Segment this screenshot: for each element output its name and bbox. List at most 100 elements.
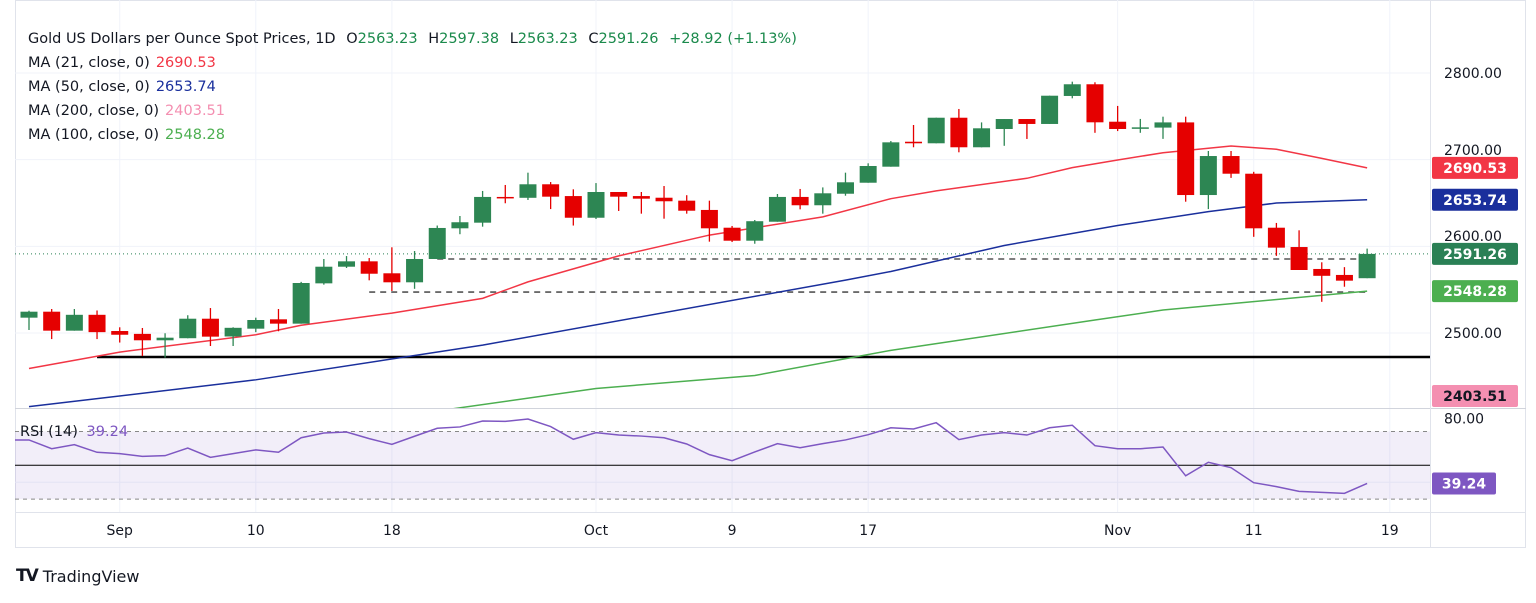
candle-body (315, 266, 333, 284)
ohlc-high: H2597.38 (428, 31, 499, 47)
candle (269, 309, 287, 332)
candle (746, 219, 764, 244)
candle (133, 327, 151, 356)
price-axis[interactable]: 2800.00 2700.00 2600.00 2500.00 80.00 (1444, 66, 1502, 428)
candle (406, 251, 424, 289)
candle-body (383, 273, 401, 283)
candle-body (1131, 127, 1149, 129)
candle-body (836, 182, 854, 194)
price-badge-bg (1432, 385, 1518, 407)
rsi-badge-bg (1432, 472, 1496, 495)
candle-body (496, 196, 514, 199)
candle-body (587, 191, 605, 218)
candle (1131, 118, 1149, 133)
rsi-line (15, 418, 1368, 495)
candle (519, 172, 537, 200)
candle (292, 281, 310, 324)
candle-body (451, 222, 469, 229)
candle (814, 187, 832, 214)
low-label: L (509, 31, 518, 47)
candle (1335, 267, 1353, 287)
candle (1290, 230, 1308, 271)
ma-value: 2690.53 (155, 55, 216, 71)
ma-label: MA (21, close, 0) (28, 55, 150, 71)
candle (1063, 81, 1081, 99)
symbol-legend: Gold US Dollars per Ounce Spot Prices, 1… (28, 28, 803, 50)
candle (1358, 248, 1376, 279)
tradingview-logo-icon: TV (16, 566, 39, 586)
price-badge: 2653.74 (1432, 188, 1518, 211)
time-tick-label: Nov (1104, 523, 1131, 539)
chart-border (15, 0, 1526, 548)
candle-body (156, 337, 174, 341)
candle (88, 310, 106, 340)
close-label: C (588, 31, 599, 47)
candle (496, 184, 514, 204)
tradingview-logo[interactable]: TV TradingView (16, 566, 139, 586)
symbol-title: Gold US Dollars per Ounce Spot Prices, 1… (28, 31, 336, 47)
candle (678, 195, 696, 214)
candle-body (247, 320, 265, 329)
candle-body (1199, 156, 1217, 196)
ma-legend-21[interactable]: MA (21, close, 0) 2690.53 (28, 52, 222, 74)
candle-body (338, 261, 356, 267)
candle (338, 256, 356, 269)
candle (950, 108, 968, 153)
ma-value: 2653.74 (155, 79, 216, 95)
candle (224, 327, 242, 347)
ma-label: MA (200, close, 0) (28, 103, 160, 119)
candle (315, 258, 333, 285)
candle-body (882, 142, 900, 167)
candle-body (768, 196, 786, 222)
ma-legend-100[interactable]: MA (100, close, 0) 2548.28 (28, 124, 231, 146)
candle-body (360, 261, 378, 274)
candle-body (905, 141, 923, 144)
candle (610, 191, 628, 211)
price-badge-bg (1432, 188, 1518, 211)
open-label: O (346, 31, 358, 47)
candle (1245, 171, 1263, 237)
ohlc-open: O2563.23 (346, 31, 417, 47)
ma-label: MA (50, close, 0) (28, 79, 150, 95)
candle (43, 309, 61, 340)
rsi-badge-text: 39.24 (1442, 476, 1487, 492)
candle (791, 188, 809, 210)
candle (542, 182, 560, 210)
ma-legend-50[interactable]: MA (50, close, 0) 2653.74 (28, 76, 222, 98)
rsi-legend[interactable]: RSI (14) 39.24 (20, 424, 128, 440)
candle (65, 309, 83, 331)
candle-body (610, 191, 628, 197)
price-badge-bg (1432, 242, 1518, 265)
time-axis[interactable]: Sep 10 18 Oct 9 17 Nov 11 19 (107, 523, 1399, 539)
candle (587, 183, 605, 220)
candle-body (519, 184, 537, 198)
candle (179, 315, 197, 339)
candle-body (1177, 122, 1195, 196)
candle (1086, 82, 1104, 133)
candle-body (1267, 227, 1285, 248)
candle-body (1063, 84, 1081, 96)
candle (1199, 151, 1217, 210)
price-badge: 2690.53 (1432, 156, 1518, 179)
candle-body (746, 221, 764, 241)
candle-body (1358, 253, 1376, 279)
time-tick-label: 17 (859, 523, 877, 539)
time-tick-label: 9 (728, 523, 737, 539)
candle-body (65, 314, 83, 331)
candle (247, 317, 265, 333)
candle-body (179, 318, 197, 339)
candle-body (111, 331, 129, 335)
rsi-badge: 39.24 (1432, 472, 1496, 495)
price-tick-label: 2700.00 (1444, 143, 1502, 159)
candle-body (292, 283, 310, 324)
time-tick-label: 11 (1245, 523, 1263, 539)
price-tick-label: 2800.00 (1444, 66, 1502, 82)
candle-body (950, 117, 968, 148)
candle-body (1086, 84, 1104, 123)
candle (1154, 116, 1172, 139)
ma-legend-200[interactable]: MA (200, close, 0) 2403.51 (28, 100, 231, 122)
high-value: 2597.38 (439, 31, 500, 47)
price-badge-text: 2403.51 (1443, 389, 1507, 405)
candle-body (564, 196, 582, 218)
